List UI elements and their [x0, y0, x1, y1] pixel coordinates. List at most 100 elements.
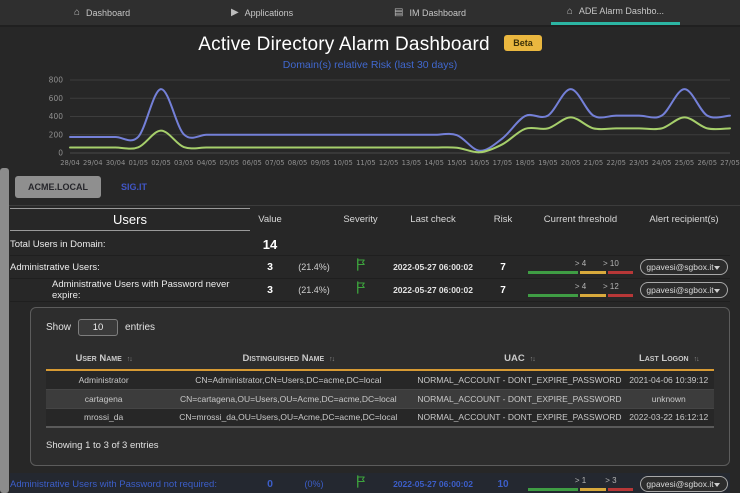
metric-label: Administrative Users with Password never… [10, 279, 250, 301]
metric-percent: (21.4%) [290, 285, 338, 295]
col-header-users: Users [10, 208, 250, 231]
threshold-bar [528, 294, 633, 297]
page-title: Active Directory Alarm Dashboard [198, 34, 490, 55]
threshold-label-1: > 1 [575, 476, 586, 485]
svg-text:26/05: 26/05 [697, 159, 717, 167]
recipient-select[interactable]: gpavesi@sgbox.it [640, 282, 728, 298]
svg-text:23/05: 23/05 [629, 159, 649, 167]
tab-sig-it[interactable]: SIG.IT [121, 182, 147, 192]
nav-tab-applications[interactable]: ▶ Applications [215, 0, 309, 25]
svg-text:28/04: 28/04 [60, 159, 80, 167]
list-icon: ▤ [394, 7, 403, 18]
recipient-select[interactable]: gpavesi@sgbox.it [640, 259, 728, 275]
chevron-down-icon [714, 483, 720, 487]
show-label: Show [46, 322, 71, 333]
svg-text:16/05: 16/05 [470, 159, 490, 167]
metric-label: Administrative Users: [10, 262, 250, 273]
risk-value: 10 [483, 479, 523, 490]
admin-users-detail-panel: Show 10 entries User Name↑↓ Distinguishe… [30, 307, 730, 466]
col-header-last-check: Last check [383, 214, 483, 225]
last-check-timestamp: 2022-05-27 06:00:02 [383, 479, 483, 489]
metric-value: 3 [250, 284, 290, 296]
svg-text:27/05: 27/05 [720, 159, 740, 167]
metric-percent: (21.4%) [290, 262, 338, 272]
risk-line-chart: 020040060080028/0429/0430/0401/0502/0503… [0, 73, 740, 169]
svg-text:800: 800 [49, 76, 64, 85]
svg-text:14/05: 14/05 [424, 159, 444, 167]
nav-tab-im-dashboard[interactable]: ▤ IM Dashboard [378, 0, 482, 25]
metric-row: Administrative Users with Password never… [10, 279, 730, 302]
col-header-last-logon[interactable]: Last Logon↑↓ [624, 348, 714, 370]
nav-tab-ade-alarm-dashboard[interactable]: ⌂ ADE Alarm Dashbo... [551, 0, 680, 25]
col-header-risk: Risk [483, 214, 523, 225]
last-check-timestamp: 2022-05-27 06:00:02 [383, 285, 483, 295]
table-row: cartagenaCN=cartagena,OU=Users,OU=Acme,D… [46, 389, 714, 408]
svg-text:11/05: 11/05 [356, 159, 376, 167]
last-check-timestamp: 2022-05-27 06:00:02 [383, 262, 483, 272]
svg-text:400: 400 [49, 112, 64, 121]
col-header-threshold: Current threshold [523, 214, 638, 225]
threshold-indicator: > 4 > 12 [528, 283, 633, 298]
home-icon: ⌂ [74, 7, 80, 18]
nav-tab-label: Dashboard [86, 8, 130, 18]
severity-flag-icon [355, 281, 367, 294]
vertical-scrollbar[interactable] [0, 168, 9, 493]
svg-text:20/05: 20/05 [561, 159, 581, 167]
sort-icon: ↑↓ [530, 356, 535, 363]
svg-text:10/05: 10/05 [333, 159, 353, 167]
chart-subtitle: Domain(s) relative Risk (last 30 days) [0, 59, 740, 73]
svg-text:29/04: 29/04 [83, 159, 103, 167]
domain-tabs: ACME.LOCAL SIG.IT [15, 174, 740, 199]
sort-icon: ↑↓ [694, 356, 699, 363]
col-header-uac[interactable]: UAC↑↓ [415, 348, 623, 370]
table-info-text: Showing 1 to 3 of 3 entries [46, 440, 714, 455]
severity-flag-icon [355, 475, 367, 488]
col-header-distinguished-name[interactable]: Distinguished Name↑↓ [161, 348, 415, 370]
svg-text:200: 200 [49, 130, 64, 139]
svg-text:08/05: 08/05 [288, 159, 308, 167]
svg-text:0: 0 [58, 149, 63, 158]
table-row: AdministratorCN=Administrator,CN=Users,D… [46, 370, 714, 389]
metric-label-link[interactable]: Administrative Users with Password not r… [10, 479, 250, 490]
svg-text:17/05: 17/05 [493, 159, 513, 167]
svg-text:19/05: 19/05 [538, 159, 558, 167]
col-header-value: Value [250, 214, 290, 225]
risk-value: 7 [483, 285, 523, 296]
svg-text:12/05: 12/05 [379, 159, 399, 167]
svg-text:24/05: 24/05 [652, 159, 672, 167]
beta-badge: Beta [504, 35, 542, 51]
users-metrics-table: Users Value Severity Last check Risk Cur… [0, 206, 740, 302]
recipient-value: gpavesi@sgbox.it [646, 262, 721, 272]
svg-text:02/05: 02/05 [151, 159, 171, 167]
threshold-indicator: > 1 > 3 [528, 477, 633, 492]
nav-tab-label: ADE Alarm Dashbo... [579, 6, 664, 16]
page-size-select[interactable]: 10 [78, 319, 118, 336]
svg-text:03/05: 03/05 [174, 159, 194, 167]
metrics-header-row: Users Value Severity Last check Risk Cur… [10, 206, 730, 233]
svg-text:09/05: 09/05 [311, 159, 331, 167]
sort-icon: ↑↓ [127, 356, 132, 363]
threshold-label-2: > 12 [603, 282, 619, 291]
svg-text:13/05: 13/05 [402, 159, 422, 167]
metric-percent: (0%) [290, 479, 338, 489]
table-row: mrossi_daCN=mrossi_da,OU=Users,OU=Acme,D… [46, 408, 714, 427]
entries-label: entries [125, 322, 155, 333]
svg-text:06/05: 06/05 [242, 159, 262, 167]
tab-acme-local[interactable]: ACME.LOCAL [15, 176, 101, 198]
col-header-user-name[interactable]: User Name↑↓ [46, 348, 161, 370]
users-metrics-bottom: Administrative Users with Password not r… [0, 473, 740, 493]
threshold-bar [528, 488, 633, 491]
nav-tab-dashboard[interactable]: ⌂ Dashboard [58, 0, 146, 25]
metric-row: Administrative Users with Password not r… [10, 473, 730, 493]
col-header-recipient: Alert recipient(s) [638, 214, 730, 225]
severity-flag-icon [355, 258, 367, 271]
svg-text:25/05: 25/05 [675, 159, 695, 167]
nav-tab-label: Applications [245, 8, 294, 18]
threshold-label-2: > 3 [605, 476, 616, 485]
chevron-down-icon [714, 266, 720, 270]
metric-row: Total Users in Domain: 14 [10, 233, 730, 256]
recipient-select[interactable]: gpavesi@sgbox.it [640, 476, 728, 492]
col-header-severity: Severity [338, 214, 383, 225]
nav-tab-label: IM Dashboard [409, 8, 466, 18]
svg-text:15/05: 15/05 [447, 159, 467, 167]
